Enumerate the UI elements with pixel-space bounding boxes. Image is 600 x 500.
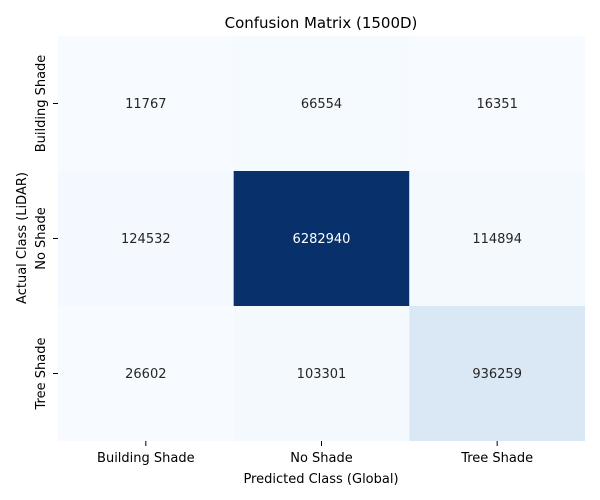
heatmap-cell xyxy=(233,171,410,306)
heatmap-value-label: 103301 xyxy=(297,367,347,382)
chart-title: Confusion Matrix (1500D) xyxy=(225,14,418,32)
heatmap-value-label: 124532 xyxy=(121,232,171,247)
heatmap-value-label: 66554 xyxy=(301,97,342,112)
heatmap-value-label: 26602 xyxy=(125,367,166,382)
heatmap-cell xyxy=(58,306,234,441)
heatmap-value-label: 16351 xyxy=(476,97,517,112)
y-axis: Building Shade No Shade Tree Shade xyxy=(34,55,58,411)
heatmap-cells xyxy=(58,36,585,441)
x-tick-label: Tree Shade xyxy=(460,451,533,466)
heatmap-cell xyxy=(233,306,410,441)
x-tick-label: Building Shade xyxy=(97,451,195,466)
y-axis-label: Actual Class (LiDAR) xyxy=(15,172,30,304)
x-axis-label: Predicted Class (Global) xyxy=(243,472,398,487)
heatmap-cell xyxy=(233,36,410,171)
heatmap-value-label: 11767 xyxy=(125,97,166,112)
heatmap-cell xyxy=(409,306,585,441)
x-axis: Building Shade No Shade Tree Shade xyxy=(97,441,533,466)
y-tick-label: Tree Shade xyxy=(34,338,49,411)
y-tick-label: No Shade xyxy=(34,207,49,270)
heatmap-value-label: 6282940 xyxy=(293,232,351,247)
heatmap-cell xyxy=(58,36,234,171)
heatmap-cell xyxy=(409,36,585,171)
heatmap-value-label: 936259 xyxy=(472,367,522,382)
heatmap-value-labels: 11767 66554 16351 124532 6282940 114894 26602 1… xyxy=(121,97,522,382)
heatmap-cell xyxy=(58,171,234,306)
heatmap-value-label: 114894 xyxy=(472,232,522,247)
x-tick-label: No Shade xyxy=(290,451,353,466)
y-tick-label: Building Shade xyxy=(34,55,49,153)
heatmap-cell xyxy=(409,171,585,306)
